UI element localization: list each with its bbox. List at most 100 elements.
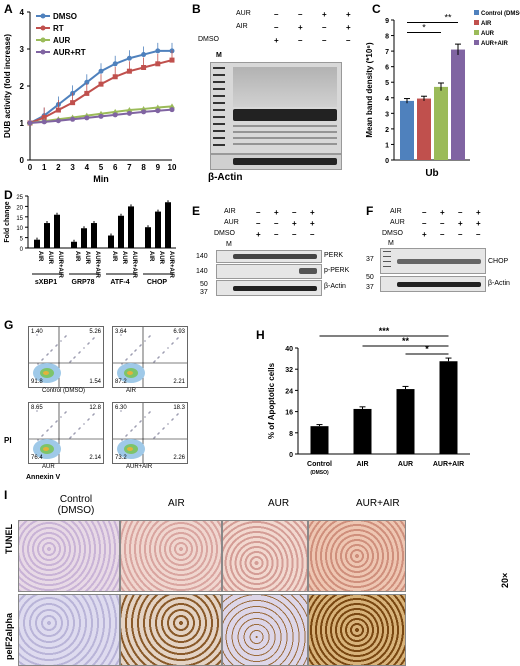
data-point: [126, 110, 132, 116]
cell-dot: [158, 432, 160, 434]
cell-dot: [56, 344, 58, 346]
x-tick-label: (DMSO): [310, 470, 329, 476]
y-tick-label: 8: [385, 34, 389, 41]
data-point: [41, 119, 47, 125]
b-actin-blot: [210, 154, 342, 170]
marker-lane: [383, 251, 391, 271]
legend-marker: [40, 49, 46, 55]
cell-dot: [70, 360, 72, 362]
cell-dot: [41, 359, 43, 361]
group-label: sXBP1: [35, 279, 57, 286]
quadrant-percent: 6.30: [115, 405, 127, 411]
bar-label: AUR: [121, 251, 127, 265]
y-tick-label: 5: [385, 80, 389, 87]
cell-dot: [93, 337, 95, 339]
cell-dot: [92, 414, 94, 416]
cell-dot: [172, 342, 174, 344]
e-sign: –: [292, 230, 297, 239]
panel-b-letter: B: [192, 2, 201, 16]
x-tick-label: Control: [307, 461, 332, 468]
data-point: [154, 104, 161, 110]
b-sign: +: [346, 10, 351, 19]
cell-dot: [69, 437, 71, 439]
cell-dot: [157, 357, 159, 359]
f-sign: +: [476, 208, 481, 217]
flow-plot-label: Control (DMSO): [42, 388, 86, 394]
cell-dot: [126, 358, 128, 360]
f-marker-label: M: [388, 240, 394, 247]
cell-dot: [79, 427, 81, 429]
y-axis-label: DUB activity (fold increase): [3, 34, 12, 138]
cell-dot: [149, 411, 151, 413]
flow-plot-label: AUR: [42, 464, 55, 470]
tunel-tile: [120, 520, 222, 592]
bar: [128, 206, 134, 248]
cell-dot: [83, 347, 85, 349]
cell-dot: [163, 351, 165, 353]
data-point: [126, 68, 132, 74]
cell-dot: [139, 421, 141, 423]
legend-label: DMSO: [53, 12, 77, 21]
e-mw: 140: [196, 253, 208, 260]
cell-dot: [69, 361, 71, 363]
panel-a-letter: A: [4, 2, 13, 16]
bar: [145, 227, 151, 248]
e-sign: –: [256, 219, 261, 228]
e-sign: –: [310, 230, 315, 239]
x-tick-label: 10: [168, 163, 177, 172]
e-marker-label: M: [226, 241, 232, 248]
tunel-tile: [222, 520, 308, 592]
bar-label: AUR: [47, 251, 53, 265]
data-point: [98, 68, 104, 74]
cell-dot: [162, 428, 164, 430]
cell-dot: [64, 336, 66, 338]
e-sign: –: [292, 208, 297, 217]
i-magnification: 20×: [500, 572, 510, 588]
f-sign: –: [440, 230, 445, 239]
cell-dot: [92, 338, 94, 340]
sig-mark: ***: [379, 326, 390, 336]
chop-band: [397, 259, 481, 264]
ub-band: [233, 109, 337, 121]
cell-dot: [88, 418, 90, 420]
cell-dot: [60, 340, 62, 342]
panel-i-letter: I: [4, 488, 8, 502]
cell-dot: [87, 419, 89, 421]
f-mw: 50: [366, 274, 374, 281]
bar: [54, 214, 60, 248]
cell-dot: [144, 416, 146, 418]
cell-dot: [51, 425, 53, 427]
y-tick-label: 4: [20, 8, 25, 17]
legend-marker: [40, 25, 46, 31]
sig-mark: **: [402, 336, 410, 346]
peif2alpha-tile: [120, 594, 222, 666]
legend-label: AIR: [481, 21, 492, 27]
quadrant-percent: 8.65: [31, 405, 43, 411]
x-tick-label: 6: [113, 163, 118, 172]
e-sign: +: [256, 230, 261, 239]
actin-band: [233, 286, 317, 291]
e-sign: +: [274, 208, 279, 217]
panel-e-western-blot: AIR AUR DMSO – + – + – – + + + – – – M 140 140 50 3…: [196, 206, 356, 296]
panel-e-letter: E: [192, 204, 201, 218]
data-point: [84, 115, 90, 121]
group-label: CHOP: [147, 279, 168, 286]
g-xaxis-label: Annexin V: [26, 474, 61, 481]
cell-dot: [37, 439, 39, 441]
marker-ladder: [213, 67, 225, 149]
f-sign: –: [440, 219, 445, 228]
f-protein: β-Actin: [488, 280, 510, 287]
quadrant-percent: 2.21: [173, 379, 185, 385]
b-row-label: AIR: [236, 23, 248, 30]
b-sign: +: [274, 36, 279, 45]
data-point: [141, 109, 147, 115]
cell-dot: [162, 352, 164, 354]
cell-dot: [37, 363, 39, 365]
f-sign: –: [458, 208, 463, 217]
cell-dot: [140, 420, 142, 422]
x-tick-label: 4: [85, 163, 90, 172]
data-point: [112, 61, 118, 67]
i-row-label: peIF2alpha: [4, 612, 14, 660]
bar: [108, 235, 114, 248]
bar: [417, 98, 431, 160]
